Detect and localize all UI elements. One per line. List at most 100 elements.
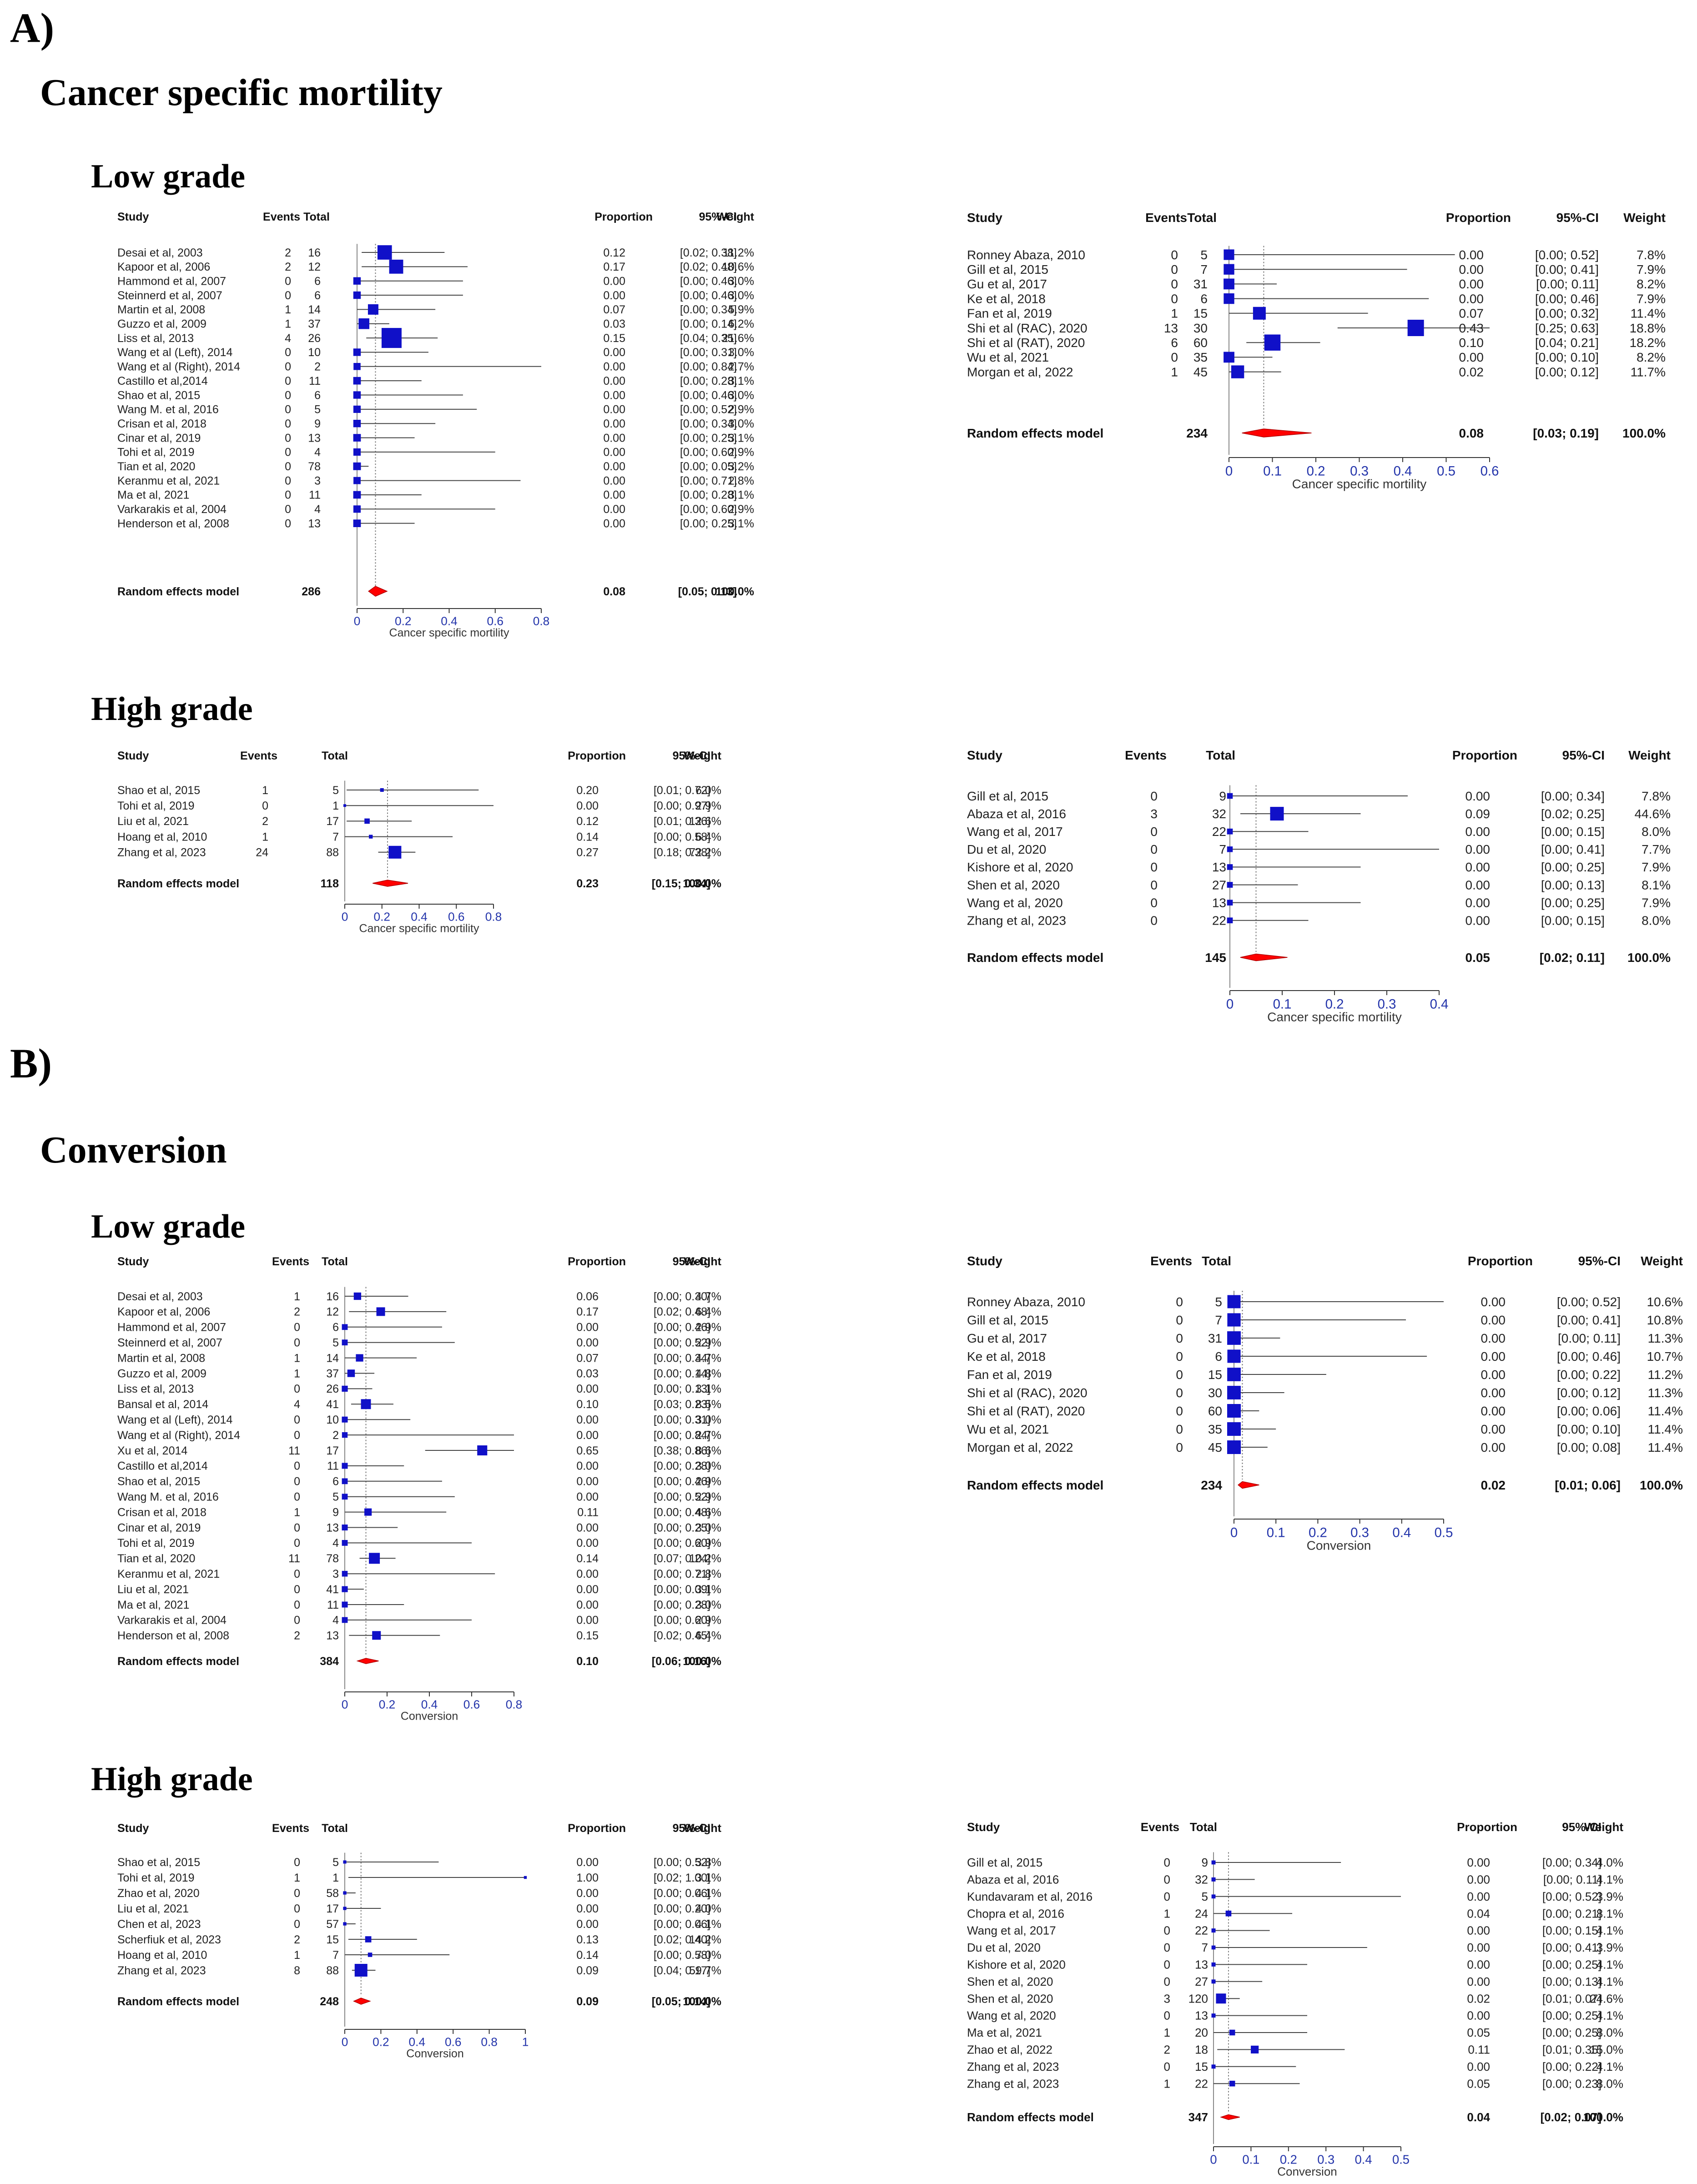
- study-weight: 2.9%: [695, 800, 721, 812]
- study-weight-box: [353, 420, 361, 428]
- study-weight-box: [1227, 828, 1233, 835]
- study-ci: [0.00; 0.60]: [654, 1537, 710, 1550]
- study-events: 1: [294, 1352, 300, 1364]
- study-weight: 5.9%: [728, 303, 754, 316]
- study-name: Wang et al (Left), 2014: [117, 346, 232, 359]
- study-proportion: 0.00: [603, 474, 625, 487]
- study-name: Wang et al, 2020: [967, 896, 1063, 910]
- column-header-proportion: Proportion: [1446, 211, 1511, 225]
- column-header-ci: 95%-CI: [1556, 211, 1599, 225]
- study-weight: 15.0%: [1590, 2043, 1623, 2057]
- column-header-weight: Weight: [1628, 748, 1671, 762]
- study-events: 0: [1171, 292, 1178, 306]
- study-events: 0: [294, 1490, 300, 1503]
- section-title-cancer-mortality: Cancer specific mortility: [40, 71, 443, 114]
- study-events: 0: [262, 800, 268, 812]
- panel-label-b: B): [10, 1040, 52, 1087]
- study-ci: [0.00; 0.34]: [1541, 789, 1605, 803]
- study-ci: [0.00; 0.31]: [680, 346, 737, 359]
- study-weight: 8.0%: [1642, 825, 1671, 839]
- study-weight: 4.7%: [695, 1352, 721, 1364]
- study-name: Ma et al, 2021: [117, 489, 189, 502]
- study-proportion: 0.00: [603, 489, 625, 502]
- study-proportion: 0.00: [1467, 1856, 1490, 1869]
- study-total: 10: [326, 1414, 339, 1426]
- column-header-total: Total: [1187, 211, 1217, 225]
- study-events: 2: [285, 247, 291, 259]
- study-total: 16: [308, 247, 321, 259]
- study-weight: 3.9%: [1596, 1890, 1623, 1903]
- study-ci: [0.00; 0.34]: [680, 303, 737, 316]
- study-name: Zhao et al, 2022: [967, 2043, 1052, 2057]
- study-proportion: 0.00: [1465, 825, 1491, 839]
- study-events: 1: [294, 1506, 300, 1519]
- study-ci: [0.00; 0.52]: [1535, 248, 1599, 262]
- study-weight: 8.2%: [1637, 277, 1666, 291]
- study-total: 17: [326, 815, 339, 828]
- study-ci: [0.00; 0.34]: [680, 418, 737, 430]
- study-proportion: 0.00: [603, 432, 625, 444]
- study-events: 0: [1171, 277, 1178, 291]
- study-total: 78: [308, 460, 321, 473]
- study-proportion: 0.00: [603, 289, 625, 302]
- column-header-study: Study: [117, 1255, 149, 1268]
- study-name: Gill et al, 2015: [967, 1856, 1042, 1869]
- study-total: 13: [1195, 2009, 1208, 2023]
- study-name: Bansal et al, 2014: [117, 1398, 208, 1411]
- study-total: 14: [326, 1352, 339, 1364]
- study-weight: 7.9%: [1637, 292, 1666, 306]
- study-ci: [0.00; 0.46]: [680, 289, 737, 302]
- study-proportion: 0.00: [576, 1599, 599, 1611]
- study-proportion: 0.00: [576, 1414, 599, 1426]
- study-weight: 2.9%: [695, 1321, 721, 1334]
- column-header-proportion: Proportion: [568, 750, 626, 762]
- study-ci: [0.00; 0.71]: [654, 1568, 710, 1580]
- column-header-ci: 95%-CI: [673, 750, 710, 762]
- study-events: 0: [285, 474, 291, 487]
- study-weight-box: [1224, 352, 1234, 363]
- study-proportion: 0.00: [603, 446, 625, 459]
- study-weight: 2.7%: [728, 361, 754, 373]
- study-weight: 4.1%: [1596, 1975, 1623, 1988]
- study-weight: 4.1%: [1596, 1924, 1623, 1937]
- x-axis-tick-label: 0: [354, 614, 361, 628]
- study-total: 26: [326, 1383, 339, 1395]
- study-proportion: 0.00: [1467, 1873, 1490, 1887]
- study-events: 0: [285, 389, 291, 402]
- study-weight-box: [342, 1586, 348, 1592]
- study-weight-box: [388, 845, 402, 859]
- x-axis-tick-label: 0: [342, 910, 348, 923]
- study-events: 0: [294, 1414, 300, 1426]
- study-ci: [0.00; 0.23]: [1542, 2077, 1601, 2090]
- study-total: 7: [332, 830, 339, 843]
- study-events: 0: [1171, 350, 1178, 364]
- summary-ci: [0.15; 0.34]: [652, 877, 710, 890]
- study-name: Wang et al, 2017: [967, 1924, 1056, 1937]
- study-ci: [0.00; 0.34]: [654, 1352, 710, 1364]
- study-ci: [0.00; 0.60]: [680, 446, 737, 459]
- study-proportion: 0.00: [1465, 842, 1491, 856]
- study-events: 2: [262, 815, 268, 828]
- study-weight-box: [1216, 1993, 1226, 2004]
- study-name: Chopra et al, 2016: [967, 1907, 1064, 1920]
- summary-proportion: 0.08: [603, 585, 625, 598]
- study-ci: [0.00; 0.15]: [1541, 825, 1605, 839]
- study-ci: [0.00; 0.15]: [1542, 1924, 1601, 1937]
- x-axis-tick-label: 0.8: [533, 614, 550, 628]
- study-proportion: 0.10: [1459, 336, 1484, 350]
- study-events: 0: [294, 1614, 300, 1627]
- study-total: 2: [332, 1429, 339, 1442]
- study-events: 0: [294, 1336, 300, 1349]
- x-axis-label: Conversion: [1277, 2164, 1337, 2178]
- study-ci: [0.38; 0.86]: [654, 1444, 710, 1457]
- study-name: Du et al, 2020: [967, 842, 1046, 856]
- study-events: 0: [1164, 1975, 1170, 1988]
- column-header-study: Study: [967, 748, 1002, 762]
- study-total: 7: [1202, 1941, 1208, 1954]
- study-events: 0: [1150, 860, 1158, 874]
- study-weight: 11.2%: [723, 247, 754, 259]
- study-events: 0: [294, 1475, 300, 1488]
- subheading-high-grade-a: High grade: [91, 690, 253, 728]
- study-events: 0: [285, 432, 291, 444]
- study-ci: [0.25; 0.63]: [1535, 321, 1599, 335]
